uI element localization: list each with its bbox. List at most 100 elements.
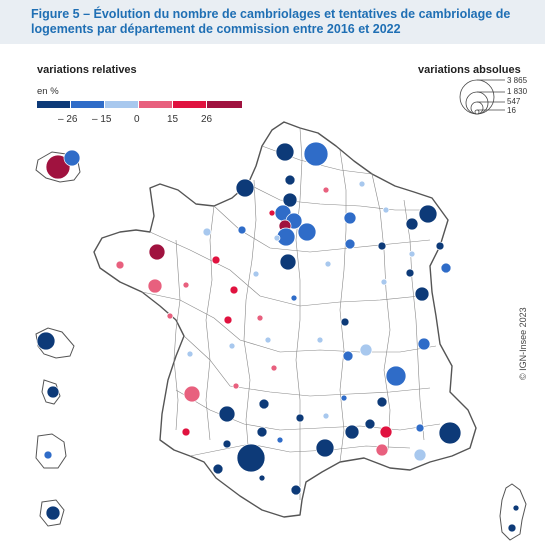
dept-circle — [418, 204, 438, 224]
dept-circle — [229, 285, 239, 295]
tick-label: 0 — [134, 114, 140, 125]
dept-circle — [268, 209, 276, 217]
figure-title: Figure 5 – Évolution du nombre de cambri… — [31, 7, 511, 36]
dept-circle — [316, 336, 324, 344]
dept-circle — [282, 192, 298, 208]
dept-circle — [258, 398, 270, 410]
dept-circle — [166, 312, 174, 320]
dept-circle — [440, 262, 452, 274]
dept-circle — [212, 463, 224, 475]
legend-swatch — [71, 101, 104, 108]
proportional-circles — [36, 141, 520, 533]
dept-circle — [256, 426, 268, 438]
dept-circle — [315, 438, 335, 458]
dept-circle — [295, 413, 305, 423]
dept-circle — [284, 174, 296, 186]
dept-circle — [340, 317, 350, 327]
dept-circle — [379, 425, 393, 439]
dept-circle — [408, 250, 416, 258]
dept-circle — [380, 278, 388, 286]
tick-label: 15 — [167, 114, 179, 125]
dept-circle — [115, 260, 125, 270]
dept-circle — [342, 350, 354, 362]
dept-circle — [279, 253, 297, 271]
dept-circle — [438, 421, 462, 445]
dept-circle — [377, 241, 387, 251]
dept-circle — [182, 281, 190, 289]
dept-circle — [148, 243, 166, 261]
dept-circle — [364, 418, 376, 430]
dept-circle — [36, 331, 56, 351]
dept-circle — [183, 385, 201, 403]
legend-swatch — [139, 101, 172, 108]
size-legend-circle — [470, 101, 484, 115]
dept-circle — [46, 385, 60, 399]
dept-circle — [358, 180, 366, 188]
dept-circle — [276, 436, 284, 444]
dept-circle — [359, 343, 373, 357]
size-legend-label: 16 — [507, 106, 516, 115]
dept-circle — [218, 405, 236, 423]
dept-circle — [181, 427, 191, 437]
dept-circle — [211, 255, 221, 265]
dept-circle — [415, 423, 425, 433]
dept-circle — [202, 227, 212, 237]
dept-circle — [273, 234, 281, 242]
dept-circle — [290, 484, 302, 496]
dept-circle — [228, 342, 236, 350]
dept-circle — [223, 315, 233, 325]
dept-circle — [435, 241, 445, 251]
dept-circle — [232, 382, 240, 390]
dept-circle — [322, 412, 330, 420]
dept-circle — [322, 186, 330, 194]
dept-circle — [382, 206, 390, 214]
dept-circle — [236, 443, 266, 473]
legend-swatch — [105, 101, 138, 108]
france-outline — [93, 121, 477, 518]
dept-circle — [45, 154, 71, 180]
dept-circle — [507, 523, 517, 533]
dept-circle — [297, 222, 317, 242]
corsica-outline — [499, 483, 527, 541]
title-bar: Figure 5 – Évolution du nombre de cambri… — [0, 0, 545, 44]
size-legend-label: 3 865 — [507, 76, 528, 85]
size-legend-label: 1 830 — [507, 87, 528, 96]
tick-label: – 26 — [58, 114, 78, 125]
dept-circle — [186, 350, 194, 358]
dept-circle — [385, 365, 407, 387]
size-legend-circle — [474, 109, 480, 115]
size-legend — [459, 79, 505, 115]
reunion-outline — [35, 433, 67, 469]
dept-circle — [324, 260, 332, 268]
size-legend-circle — [459, 79, 495, 115]
tick-label: 26 — [201, 114, 213, 125]
dept-circle — [45, 505, 61, 521]
dept-circle — [63, 149, 81, 167]
dept-circle — [222, 439, 232, 449]
dept-circle — [344, 238, 356, 250]
legend-swatch — [173, 101, 206, 108]
dept-circle — [270, 364, 278, 372]
dept-circle — [414, 286, 430, 302]
legend-swatch — [207, 101, 242, 108]
legend-relative-unit: en % — [37, 86, 59, 97]
dept-circle — [43, 450, 53, 460]
dept-circle — [147, 278, 163, 294]
dept-circle — [290, 294, 298, 302]
tick-label: – 15 — [92, 114, 112, 125]
legend-swatch — [37, 101, 70, 108]
dept-circle — [340, 394, 348, 402]
dept-circle — [376, 396, 388, 408]
dept-circle — [303, 141, 329, 167]
size-legend-circle — [465, 91, 489, 115]
dept-circle — [275, 142, 295, 162]
dept-circle — [344, 424, 360, 440]
legend-absolute-title: variations absolues — [418, 64, 521, 76]
dept-circle — [405, 268, 415, 278]
dept-circle — [417, 337, 431, 351]
dept-circle — [264, 336, 272, 344]
dept-circle — [343, 211, 357, 225]
dept-circle — [252, 270, 260, 278]
